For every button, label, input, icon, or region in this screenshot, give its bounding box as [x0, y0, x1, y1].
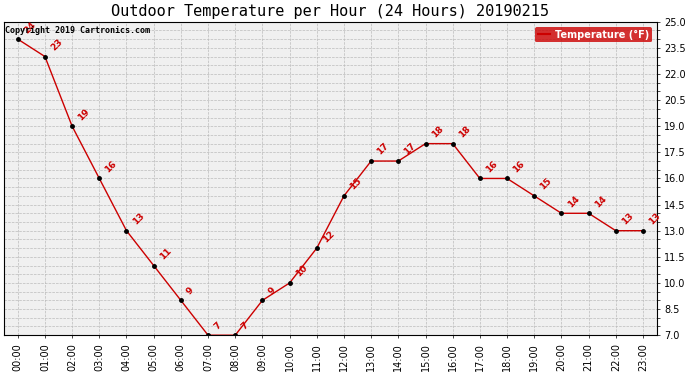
Text: 14: 14: [566, 194, 581, 209]
Text: 15: 15: [538, 177, 553, 192]
Text: 23: 23: [49, 37, 64, 52]
Text: 24: 24: [22, 20, 37, 35]
Text: 7: 7: [239, 320, 250, 331]
Legend: Temperature (°F): Temperature (°F): [535, 27, 652, 42]
Text: 15: 15: [348, 177, 364, 192]
Text: 17: 17: [375, 142, 391, 157]
Text: Copyright 2019 Cartronics.com: Copyright 2019 Cartronics.com: [5, 26, 150, 35]
Text: 13: 13: [620, 211, 635, 226]
Text: 18: 18: [457, 124, 472, 140]
Text: 18: 18: [430, 124, 445, 140]
Text: 16: 16: [511, 159, 526, 174]
Text: 17: 17: [402, 142, 417, 157]
Text: 13: 13: [647, 211, 662, 226]
Text: 16: 16: [484, 159, 500, 174]
Text: 10: 10: [294, 264, 309, 279]
Text: 9: 9: [266, 285, 277, 296]
Text: 16: 16: [104, 159, 119, 174]
Text: 7: 7: [213, 320, 223, 331]
Text: 13: 13: [130, 211, 146, 226]
Text: 14: 14: [593, 194, 608, 209]
Text: 11: 11: [158, 246, 173, 261]
Title: Outdoor Temperature per Hour (24 Hours) 20190215: Outdoor Temperature per Hour (24 Hours) …: [111, 4, 549, 19]
Text: 12: 12: [321, 229, 336, 244]
Text: 19: 19: [77, 107, 92, 122]
Text: 9: 9: [185, 285, 196, 296]
